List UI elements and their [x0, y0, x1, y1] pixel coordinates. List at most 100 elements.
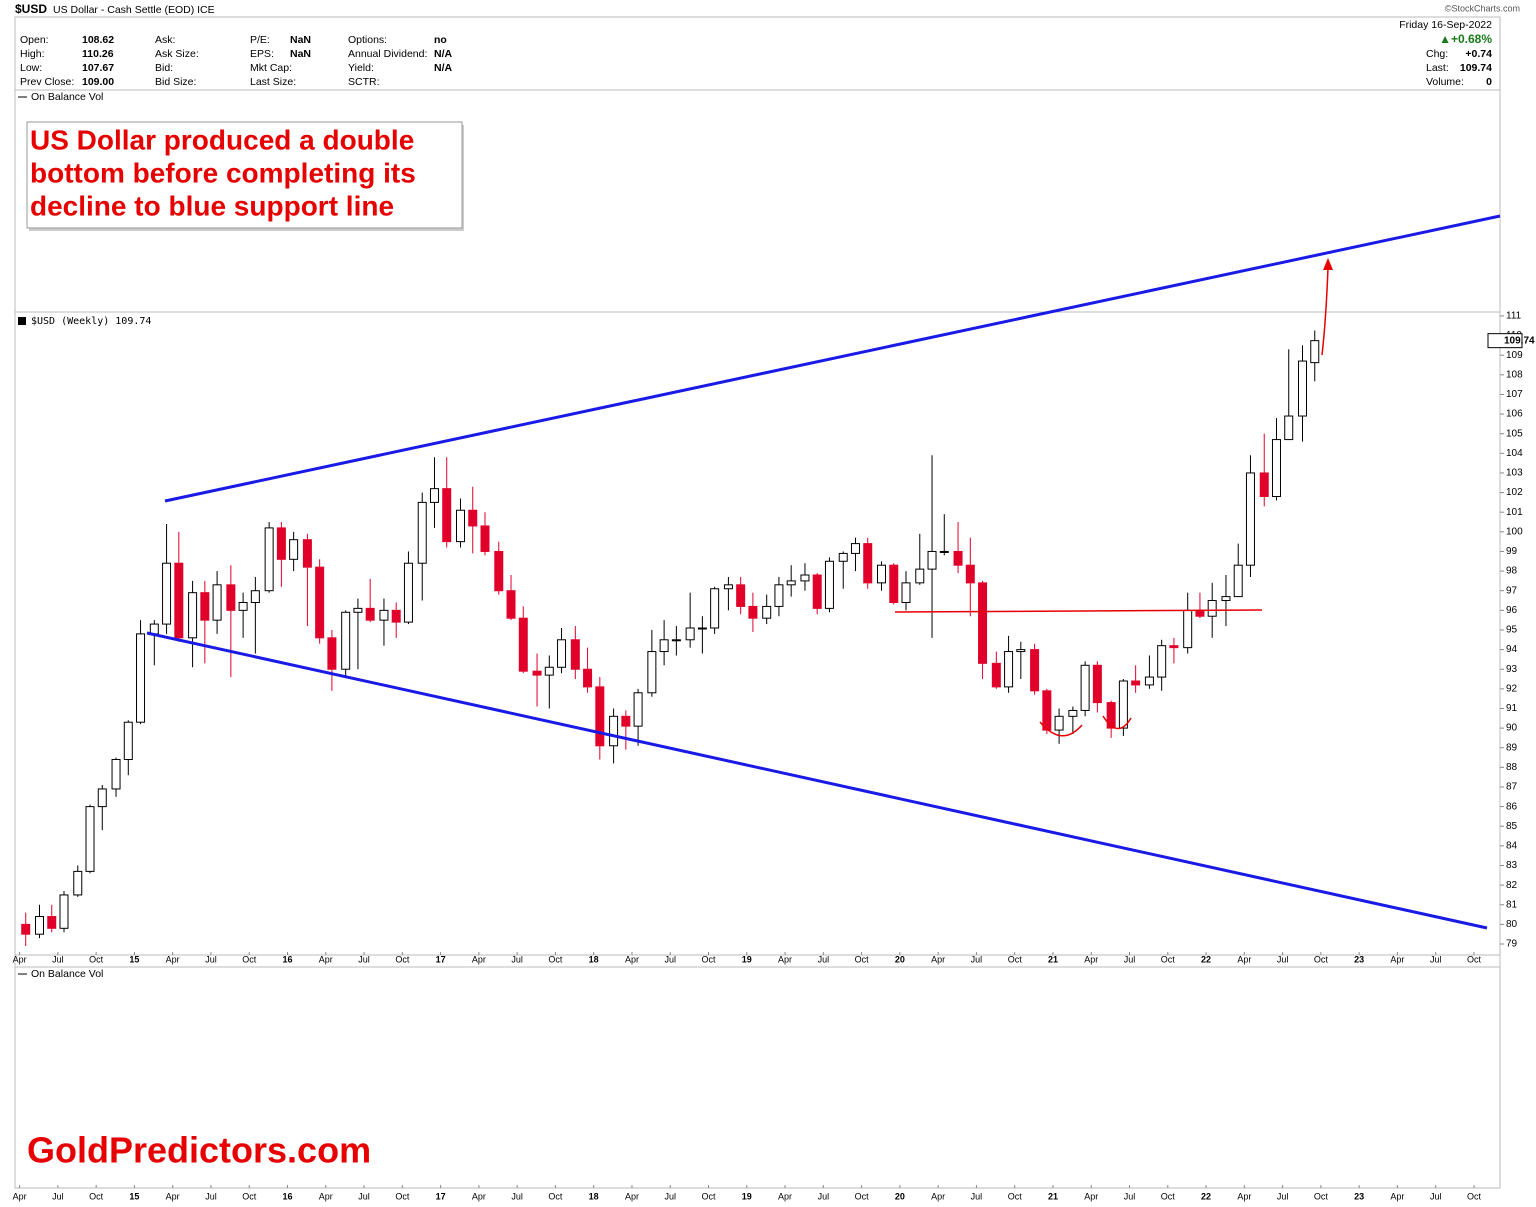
x-tick-label: Apr: [319, 954, 333, 964]
info-value: NaN: [290, 34, 311, 46]
candle-body: [1068, 709, 1078, 717]
x-tick-label: 22: [1201, 954, 1211, 964]
candle-body: [494, 550, 504, 592]
y-tick-label: 88: [1506, 762, 1518, 773]
x-tick-label: Jul: [205, 954, 217, 964]
x-tick-label: 19: [742, 1191, 752, 1201]
x-tick-label: Jul: [971, 954, 983, 964]
x-tick-label: Jul: [1430, 1191, 1442, 1201]
arrow: [1321, 267, 1329, 356]
y-tick-label: 92: [1506, 683, 1518, 694]
x-tick-label: 23: [1354, 1191, 1364, 1201]
candle-body: [391, 609, 401, 623]
y-tick-label: 99: [1506, 546, 1518, 557]
y-tick-label: 107: [1506, 389, 1523, 400]
candle-body: [621, 715, 631, 727]
candle-body: [85, 806, 95, 872]
candle-body: [838, 552, 848, 562]
candle-body: [111, 759, 121, 790]
last-price-label: 109.74: [1504, 335, 1535, 346]
y-tick-label: 101: [1506, 507, 1523, 518]
x-tick-label: 20: [895, 1191, 905, 1201]
candle-body: [1298, 360, 1308, 417]
y-tick-label: 106: [1506, 409, 1523, 420]
candle-body: [1221, 596, 1231, 602]
x-tick-label: Apr: [1237, 954, 1251, 964]
candle-body: [250, 590, 260, 603]
candle-body: [1016, 649, 1026, 653]
candle-body: [762, 605, 772, 619]
x-tick-label: Jul: [1277, 954, 1289, 964]
candle-body: [889, 564, 899, 603]
candle-body: [736, 584, 746, 607]
x-tick-label: Jul: [1124, 1191, 1136, 1201]
candle-body: [800, 574, 810, 582]
info-label: SCTR:: [348, 76, 380, 88]
x-tick-label: 16: [282, 1191, 292, 1201]
x-tick-label: Apr: [1237, 1191, 1251, 1201]
y-tick-label: 85: [1506, 821, 1518, 832]
info-value: N/A: [434, 48, 453, 60]
candle-body: [442, 488, 452, 543]
candle-body: [901, 582, 911, 603]
candle-body: [1271, 439, 1281, 497]
info-value: 108.62: [82, 34, 114, 46]
info-label: Bid Size:: [155, 76, 196, 88]
candle-body: [1106, 702, 1116, 729]
x-tick-label: Apr: [166, 954, 180, 964]
info-value: N/A: [434, 62, 453, 74]
candle-body: [200, 592, 210, 621]
y-tick-label: 84: [1506, 841, 1518, 852]
candle-body: [697, 627, 707, 630]
y-tick-label: 81: [1506, 899, 1518, 910]
x-tick-label: Apr: [778, 954, 792, 964]
candle-body: [162, 562, 172, 625]
y-tick-label: 103: [1506, 468, 1523, 479]
candle-body: [786, 580, 796, 586]
candle-body: [417, 501, 427, 564]
x-tick-label: Oct: [1008, 954, 1023, 964]
candle-body: [595, 686, 605, 747]
candle-body: [468, 509, 478, 527]
info-label: Bid:: [155, 62, 173, 74]
x-tick-label: Oct: [395, 1191, 410, 1201]
annotation: bottom before completing its: [30, 157, 416, 188]
x-tick-label: Oct: [855, 954, 870, 964]
x-tick-label: Apr: [166, 1191, 180, 1201]
x-tick-label: Jul: [358, 1191, 370, 1201]
panel-label: $USD (Weekly) 109.74: [31, 316, 151, 327]
x-tick-label: Oct: [1467, 1191, 1482, 1201]
info-label: Volume:: [1426, 76, 1464, 88]
candle-body: [544, 666, 554, 676]
candle-body: [570, 639, 580, 670]
x-tick-label: Oct: [855, 1191, 870, 1201]
info-label: Chg:: [1426, 48, 1448, 60]
x-tick-label: Oct: [1161, 954, 1176, 964]
y-tick-label: 93: [1506, 664, 1518, 675]
candle-body: [927, 550, 937, 570]
x-tick-label: Jul: [511, 1191, 523, 1201]
y-tick-label: 100: [1506, 526, 1523, 537]
info-label: EPS:: [250, 48, 274, 60]
candle-body: [965, 564, 975, 584]
candle-body: [341, 611, 351, 670]
candle-body: [212, 584, 222, 621]
candle-body: [97, 788, 107, 808]
candle-body: [633, 692, 643, 727]
support-line: [146, 631, 1488, 930]
x-tick-label: Apr: [778, 1191, 792, 1201]
x-tick-label: Oct: [702, 1191, 717, 1201]
y-tick-label: 86: [1506, 801, 1518, 812]
candle-body: [73, 870, 83, 896]
info-value: no: [434, 34, 447, 46]
x-tick-label: 19: [742, 954, 752, 964]
candle-body: [238, 601, 248, 611]
info-label: Ask Size:: [155, 48, 199, 60]
x-tick-label: Apr: [472, 1191, 486, 1201]
candle-body: [850, 543, 860, 554]
x-tick-label: 17: [436, 1191, 446, 1201]
candle-body: [149, 623, 159, 635]
x-tick-label: Apr: [1084, 954, 1098, 964]
candle-body: [302, 539, 312, 568]
